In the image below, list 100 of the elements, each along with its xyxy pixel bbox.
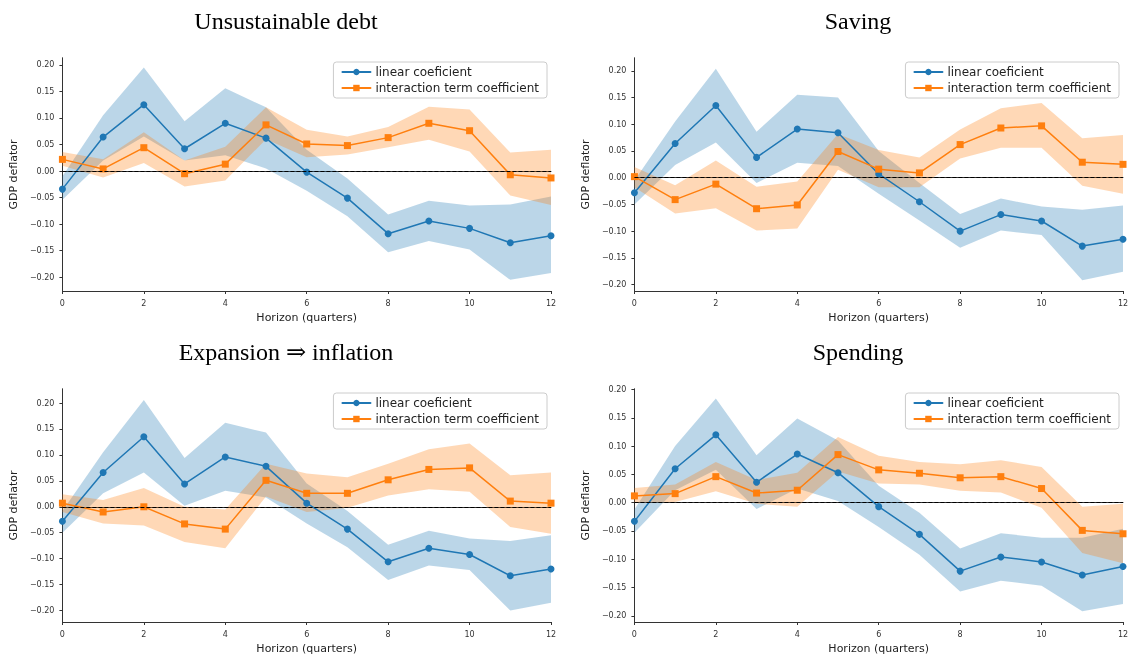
point — [915, 469, 923, 477]
y-tick-label: 0.05 — [36, 476, 55, 486]
x-tick-label: 12 — [1117, 629, 1129, 639]
x-tick-label: 6 — [304, 298, 310, 308]
point — [712, 431, 720, 439]
y-tick-label: 0.15 — [36, 86, 55, 96]
x-tick-label: 4 — [222, 298, 228, 308]
x-tick-label: 4 — [222, 629, 228, 639]
y-tick-label: −0.20 — [29, 272, 55, 282]
point — [425, 217, 433, 225]
point — [834, 469, 842, 477]
point — [221, 525, 229, 533]
point — [181, 520, 189, 528]
y-tick-label: −0.20 — [601, 280, 627, 290]
x-tick-label: 12 — [545, 629, 557, 639]
point — [834, 129, 842, 137]
point — [262, 121, 270, 129]
point — [915, 530, 923, 538]
x-tick-label: 2 — [713, 629, 719, 639]
point — [466, 127, 474, 135]
point — [181, 145, 189, 153]
point — [875, 466, 883, 474]
point — [671, 140, 679, 147]
point — [875, 503, 883, 511]
y-tick-label: −0.05 — [29, 528, 55, 538]
point — [997, 553, 1005, 561]
point — [99, 508, 107, 516]
point — [140, 144, 148, 152]
y-tick-label: −0.20 — [29, 606, 55, 616]
x-tick-label: 2 — [141, 298, 147, 308]
point — [753, 489, 761, 497]
point — [671, 465, 679, 473]
point — [58, 517, 66, 525]
chart-title: Saving — [824, 8, 892, 34]
point — [303, 140, 311, 148]
x-tick-label: 8 — [957, 298, 963, 308]
point — [303, 489, 311, 497]
point — [1038, 485, 1046, 493]
point — [506, 497, 514, 505]
legend-label: linear coeficient — [375, 65, 472, 79]
point — [181, 480, 189, 488]
y-tick-label: −0.15 — [29, 246, 55, 256]
chart-title: Unsustainable debt — [194, 8, 378, 34]
point — [425, 119, 433, 127]
point — [875, 165, 883, 173]
point — [753, 478, 761, 486]
legend-label: interaction term coefficient — [375, 412, 540, 426]
x-tick-label: 6 — [304, 629, 310, 639]
x-tick-label: 6 — [876, 629, 882, 639]
y-tick-label: 0.10 — [36, 113, 55, 123]
point — [997, 473, 1005, 481]
point — [221, 119, 229, 127]
legend-label: interaction term coefficient — [947, 412, 1112, 426]
point — [956, 141, 964, 149]
point — [834, 148, 842, 156]
point — [793, 486, 801, 494]
point — [1078, 526, 1086, 534]
point — [547, 232, 555, 240]
x-tick-label: 12 — [545, 298, 557, 308]
point — [956, 474, 964, 482]
point — [630, 173, 638, 181]
y-tick-label: −0.15 — [601, 583, 627, 592]
point — [384, 476, 392, 484]
y-tick-label: 0.10 — [36, 450, 55, 460]
point — [466, 551, 474, 559]
y-tick-label: 0.10 — [608, 119, 627, 129]
x-tick-label: 4 — [794, 298, 800, 308]
y-tick-label: 0.10 — [608, 441, 627, 451]
y-tick-label: −0.15 — [29, 580, 55, 590]
x-tick-label: 8 — [385, 629, 391, 639]
y-tick-label: 0.00 — [608, 498, 627, 508]
point — [343, 194, 351, 202]
point — [793, 125, 801, 133]
point — [1119, 160, 1127, 168]
y-tick-label: −0.05 — [601, 526, 627, 536]
y-tick-label: −0.10 — [601, 226, 627, 236]
y-tick-label: −0.10 — [601, 554, 627, 564]
point — [425, 544, 433, 552]
point — [793, 201, 801, 209]
point — [506, 239, 514, 247]
x-tick-label: 0 — [631, 629, 637, 639]
point — [997, 211, 1005, 219]
point — [1038, 217, 1046, 225]
point — [712, 180, 720, 188]
y-axis-title: GDP deflator — [579, 138, 592, 210]
x-tick-label: 10 — [1036, 629, 1047, 639]
y-tick-label: 0.15 — [36, 424, 55, 434]
y-tick-label: 0.20 — [36, 60, 55, 70]
point — [425, 465, 433, 473]
y-tick-label: 0.15 — [608, 413, 627, 423]
point — [1038, 122, 1046, 130]
y-axis-title: GDP deflator — [579, 469, 592, 541]
y-tick-label: −0.10 — [29, 554, 55, 564]
point — [1078, 242, 1086, 250]
legend-label: interaction term coefficient — [947, 81, 1112, 95]
point — [671, 196, 679, 204]
y-tick-label: 0.05 — [36, 140, 55, 150]
x-tick-label: 8 — [957, 629, 963, 639]
point — [1119, 563, 1127, 571]
y-tick-label: 0.20 — [608, 66, 627, 76]
